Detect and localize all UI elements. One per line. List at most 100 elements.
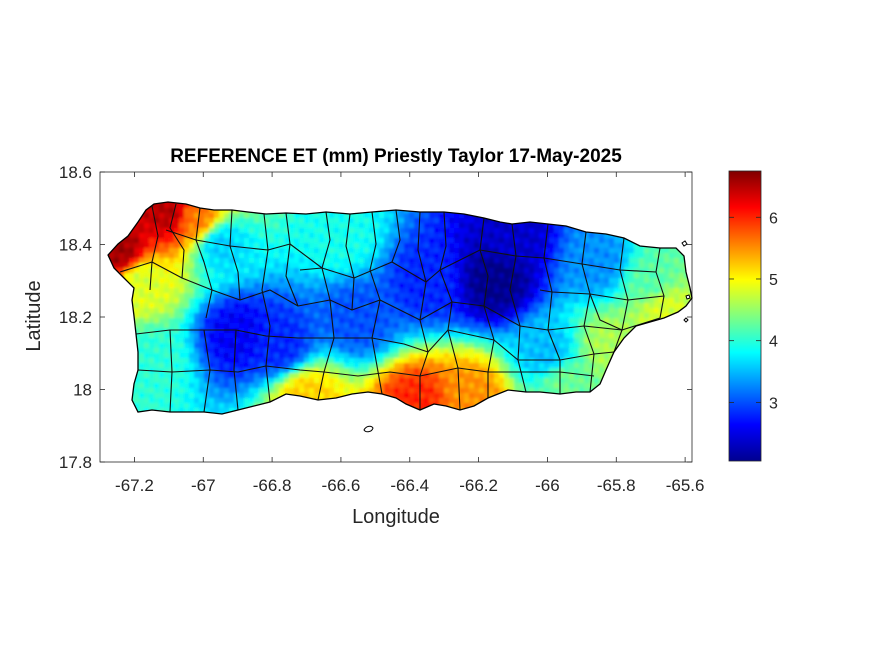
- field-cell: [479, 338, 485, 344]
- field-cell: [309, 298, 315, 304]
- field-cell: [219, 208, 225, 214]
- field-cell: [204, 403, 210, 409]
- field-cell: [349, 243, 355, 249]
- field-cell: [579, 238, 585, 244]
- field-cell: [579, 263, 585, 269]
- field-cell: [339, 348, 345, 354]
- field-cell: [389, 308, 395, 314]
- field-cell: [564, 343, 570, 349]
- field-cell: [294, 378, 300, 384]
- field-cell: [474, 243, 480, 249]
- field-cell: [299, 218, 305, 224]
- field-cell: [434, 373, 440, 379]
- field-cell: [249, 258, 255, 264]
- field-cell: [399, 348, 405, 354]
- field-cell: [289, 348, 295, 354]
- field-cell: [524, 388, 530, 394]
- field-cell: [414, 263, 420, 269]
- field-cell: [269, 343, 275, 349]
- field-cell: [549, 243, 555, 249]
- field-cell: [324, 288, 330, 294]
- field-cell: [224, 383, 230, 389]
- field-cell: [379, 363, 385, 369]
- field-cell: [309, 353, 315, 359]
- field-cell: [579, 358, 585, 364]
- field-cell: [444, 283, 450, 289]
- field-cell: [469, 378, 475, 384]
- field-cell: [539, 353, 545, 359]
- field-cell: [439, 233, 445, 239]
- field-cell: [409, 243, 415, 249]
- field-cell: [419, 238, 425, 244]
- field-cell: [564, 233, 570, 239]
- field-cell: [364, 253, 370, 259]
- field-cell: [469, 283, 475, 289]
- field-cell: [139, 238, 145, 244]
- field-cell: [224, 258, 230, 264]
- field-cell: [399, 228, 405, 234]
- field-cell: [439, 343, 445, 349]
- field-cell: [439, 283, 445, 289]
- field-cell: [349, 338, 355, 344]
- field-cell: [254, 263, 260, 269]
- field-cell: [214, 388, 220, 394]
- field-cell: [164, 208, 170, 214]
- field-cell: [629, 313, 635, 319]
- field-cell: [694, 273, 700, 279]
- field-cell: [649, 268, 655, 274]
- field-cell: [399, 238, 405, 244]
- field-cell: [459, 218, 465, 224]
- field-cell: [604, 253, 610, 259]
- field-cell: [244, 288, 250, 294]
- field-cell: [364, 358, 370, 364]
- field-cell: [589, 378, 595, 384]
- field-cell: [274, 378, 280, 384]
- field-cell: [164, 338, 170, 344]
- field-cell: [269, 308, 275, 314]
- field-cell: [479, 273, 485, 279]
- field-cell: [414, 273, 420, 279]
- field-cell: [364, 223, 370, 229]
- field-cell: [444, 353, 450, 359]
- field-cell: [359, 283, 365, 289]
- field-cell: [179, 378, 185, 384]
- field-cell: [219, 253, 225, 259]
- field-cell: [599, 343, 605, 349]
- field-cell: [339, 368, 345, 374]
- field-cell: [204, 283, 210, 289]
- field-cell: [209, 283, 215, 289]
- field-cell: [279, 353, 285, 359]
- field-cell: [404, 358, 410, 364]
- field-cell: [404, 378, 410, 384]
- field-cell: [449, 313, 455, 319]
- field-cell: [434, 283, 440, 289]
- field-cell: [174, 303, 180, 309]
- field-cell: [149, 313, 155, 319]
- field-cell: [329, 213, 335, 219]
- field-cell: [499, 258, 505, 264]
- field-cell: [244, 243, 250, 249]
- field-cell: [604, 293, 610, 299]
- field-cell: [694, 208, 700, 214]
- field-cell: [324, 383, 330, 389]
- field-cell: [179, 368, 185, 374]
- field-cell: [554, 268, 560, 274]
- field-cell: [529, 238, 535, 244]
- field-cell: [124, 273, 130, 279]
- field-cell: [479, 363, 485, 369]
- field-cell: [399, 218, 405, 224]
- field-cell: [429, 388, 435, 394]
- field-cell: [459, 238, 465, 244]
- field-cell: [354, 228, 360, 234]
- field-cell: [439, 238, 445, 244]
- field-cell: [404, 303, 410, 309]
- field-cell: [409, 308, 415, 314]
- field-cell: [464, 303, 470, 309]
- field-cell: [179, 303, 185, 309]
- field-cell: [339, 248, 345, 254]
- field-cell: [224, 348, 230, 354]
- field-cell: [229, 308, 235, 314]
- field-cell: [254, 238, 260, 244]
- field-cell: [424, 378, 430, 384]
- field-cell: [409, 333, 415, 339]
